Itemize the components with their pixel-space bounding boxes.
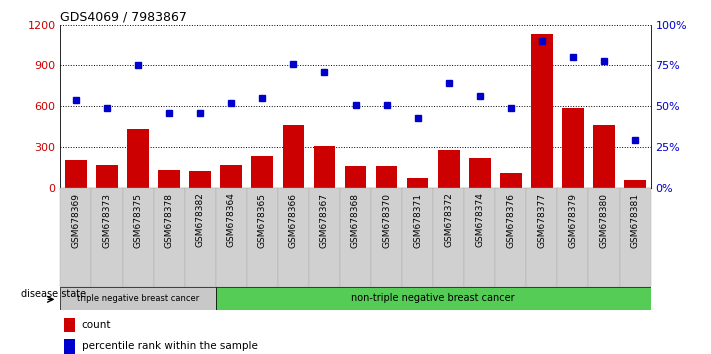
Text: GSM678373: GSM678373 — [102, 193, 112, 247]
Bar — [531, 34, 552, 188]
Text: GSM678381: GSM678381 — [631, 193, 639, 247]
Text: GSM678379: GSM678379 — [568, 193, 577, 247]
Bar — [438, 150, 459, 188]
Text: GSM678375: GSM678375 — [134, 193, 143, 247]
Bar — [407, 178, 429, 188]
Bar — [64, 318, 75, 332]
Bar — [154, 188, 185, 287]
Text: disease state: disease state — [21, 289, 86, 299]
Text: percentile rank within the sample: percentile rank within the sample — [82, 341, 257, 352]
Bar — [557, 188, 589, 287]
Bar — [60, 287, 215, 310]
Text: GSM678365: GSM678365 — [258, 193, 267, 247]
Text: GSM678371: GSM678371 — [413, 193, 422, 247]
Text: GSM678364: GSM678364 — [227, 193, 236, 247]
Text: GDS4069 / 7983867: GDS4069 / 7983867 — [60, 11, 187, 24]
Bar — [252, 156, 273, 188]
Bar — [96, 165, 118, 188]
Text: GSM678374: GSM678374 — [475, 193, 484, 247]
Bar — [375, 166, 397, 188]
Text: GSM678376: GSM678376 — [506, 193, 515, 247]
Bar — [464, 188, 496, 287]
Bar — [247, 188, 278, 287]
Bar — [469, 158, 491, 188]
Bar — [619, 188, 651, 287]
Bar — [589, 188, 619, 287]
Bar — [433, 188, 464, 287]
Bar — [345, 166, 366, 188]
Bar — [624, 180, 646, 188]
Text: GSM678380: GSM678380 — [599, 193, 609, 247]
Bar — [220, 165, 242, 188]
Bar — [562, 108, 584, 188]
Text: triple negative breast cancer: triple negative breast cancer — [77, 294, 199, 303]
Bar — [500, 173, 522, 188]
Bar — [189, 171, 211, 188]
Text: GSM678382: GSM678382 — [196, 193, 205, 247]
Bar — [340, 188, 371, 287]
Bar — [526, 188, 557, 287]
Text: GSM678369: GSM678369 — [72, 193, 80, 247]
Bar — [185, 188, 215, 287]
Bar — [65, 160, 87, 188]
Text: GSM678366: GSM678366 — [289, 193, 298, 247]
Bar — [314, 145, 336, 188]
Text: GSM678368: GSM678368 — [351, 193, 360, 247]
Bar — [371, 188, 402, 287]
Bar — [282, 125, 304, 188]
Bar — [92, 188, 122, 287]
Text: GSM678372: GSM678372 — [444, 193, 453, 247]
Bar — [215, 287, 651, 310]
Text: GSM678378: GSM678378 — [165, 193, 173, 247]
Bar — [215, 188, 247, 287]
Bar — [496, 188, 526, 287]
Text: GSM678367: GSM678367 — [320, 193, 329, 247]
Text: GSM678370: GSM678370 — [382, 193, 391, 247]
Bar — [309, 188, 340, 287]
Bar — [402, 188, 433, 287]
Text: non-triple negative breast cancer: non-triple negative breast cancer — [351, 293, 515, 303]
Bar — [278, 188, 309, 287]
Bar — [159, 170, 180, 188]
Bar — [64, 339, 75, 354]
Text: GSM678377: GSM678377 — [538, 193, 546, 247]
Bar — [593, 125, 615, 188]
Bar — [127, 129, 149, 188]
Text: count: count — [82, 320, 111, 330]
Bar — [60, 188, 92, 287]
Bar — [122, 188, 154, 287]
